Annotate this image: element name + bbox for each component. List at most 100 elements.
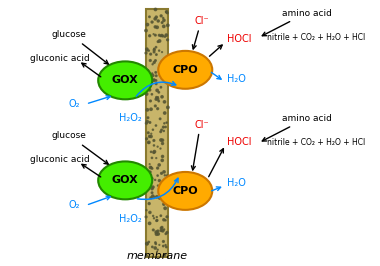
- Point: [149, 245, 155, 249]
- Point: [149, 191, 155, 195]
- Point: [147, 58, 154, 63]
- Point: [155, 232, 161, 236]
- Point: [151, 150, 157, 155]
- Point: [153, 78, 159, 82]
- Point: [155, 173, 161, 178]
- Point: [145, 116, 151, 120]
- Point: [157, 146, 163, 151]
- Point: [152, 25, 158, 29]
- Point: [144, 242, 150, 246]
- Point: [165, 105, 171, 110]
- Point: [144, 69, 150, 73]
- Point: [155, 144, 161, 149]
- Point: [154, 52, 160, 57]
- Point: [158, 34, 164, 38]
- Point: [143, 208, 149, 212]
- Point: [150, 32, 157, 36]
- Text: glucose: glucose: [52, 131, 86, 140]
- Point: [144, 186, 150, 190]
- Point: [160, 154, 166, 159]
- Point: [143, 51, 149, 55]
- Point: [165, 55, 171, 59]
- Text: H₂O: H₂O: [226, 178, 245, 188]
- Text: nitrile + CO₂ + H₂O + HCl: nitrile + CO₂ + H₂O + HCl: [268, 138, 366, 147]
- Point: [161, 121, 167, 126]
- Point: [161, 218, 167, 222]
- Point: [162, 191, 168, 196]
- Point: [156, 178, 162, 183]
- Point: [153, 74, 159, 78]
- Point: [158, 128, 165, 132]
- Point: [155, 40, 161, 44]
- Point: [155, 184, 161, 188]
- Point: [162, 206, 168, 210]
- Point: [147, 134, 153, 139]
- Point: [163, 187, 169, 191]
- Point: [144, 48, 150, 52]
- Point: [151, 149, 157, 154]
- Point: [149, 166, 155, 171]
- Text: CPO: CPO: [173, 186, 198, 196]
- Point: [146, 15, 152, 19]
- Point: [153, 242, 159, 246]
- Point: [153, 97, 159, 101]
- Point: [163, 10, 169, 14]
- Point: [146, 181, 152, 185]
- Point: [152, 33, 158, 37]
- Point: [146, 141, 152, 145]
- Point: [153, 82, 159, 86]
- Point: [164, 55, 170, 59]
- Point: [159, 138, 165, 142]
- Point: [148, 150, 154, 154]
- Point: [143, 215, 149, 219]
- Point: [151, 78, 157, 82]
- Point: [150, 73, 156, 78]
- Point: [160, 229, 166, 233]
- Point: [164, 11, 170, 15]
- Point: [160, 183, 166, 187]
- Point: [145, 131, 151, 135]
- Point: [152, 17, 158, 21]
- Point: [162, 73, 168, 77]
- Point: [154, 232, 160, 236]
- Point: [144, 47, 150, 51]
- Point: [162, 77, 168, 81]
- Text: amino acid: amino acid: [282, 9, 332, 18]
- Point: [162, 100, 168, 104]
- Point: [156, 33, 162, 37]
- Point: [153, 70, 159, 74]
- Point: [146, 140, 152, 144]
- Point: [160, 34, 166, 38]
- Point: [144, 119, 150, 124]
- Point: [158, 85, 164, 89]
- Text: O₂: O₂: [69, 200, 80, 210]
- Point: [155, 97, 161, 101]
- Text: H₂O: H₂O: [226, 74, 245, 84]
- Point: [151, 216, 157, 221]
- Point: [148, 165, 154, 169]
- Point: [163, 125, 169, 129]
- Point: [160, 125, 166, 129]
- Point: [149, 186, 155, 191]
- Point: [155, 19, 161, 23]
- Point: [150, 194, 156, 198]
- Point: [143, 71, 149, 76]
- Text: Cl⁻: Cl⁻: [195, 16, 209, 26]
- Circle shape: [158, 51, 212, 89]
- Point: [162, 111, 168, 115]
- Point: [158, 138, 164, 142]
- Point: [151, 47, 157, 51]
- Point: [154, 195, 160, 199]
- Point: [147, 170, 153, 174]
- Point: [158, 14, 164, 18]
- Point: [154, 215, 160, 219]
- Point: [144, 22, 150, 27]
- Point: [147, 165, 154, 170]
- Point: [164, 194, 170, 198]
- Point: [161, 24, 167, 28]
- Point: [153, 156, 159, 160]
- Bar: [146, 9, 168, 257]
- Point: [150, 185, 156, 189]
- Point: [162, 35, 168, 39]
- Point: [152, 104, 158, 108]
